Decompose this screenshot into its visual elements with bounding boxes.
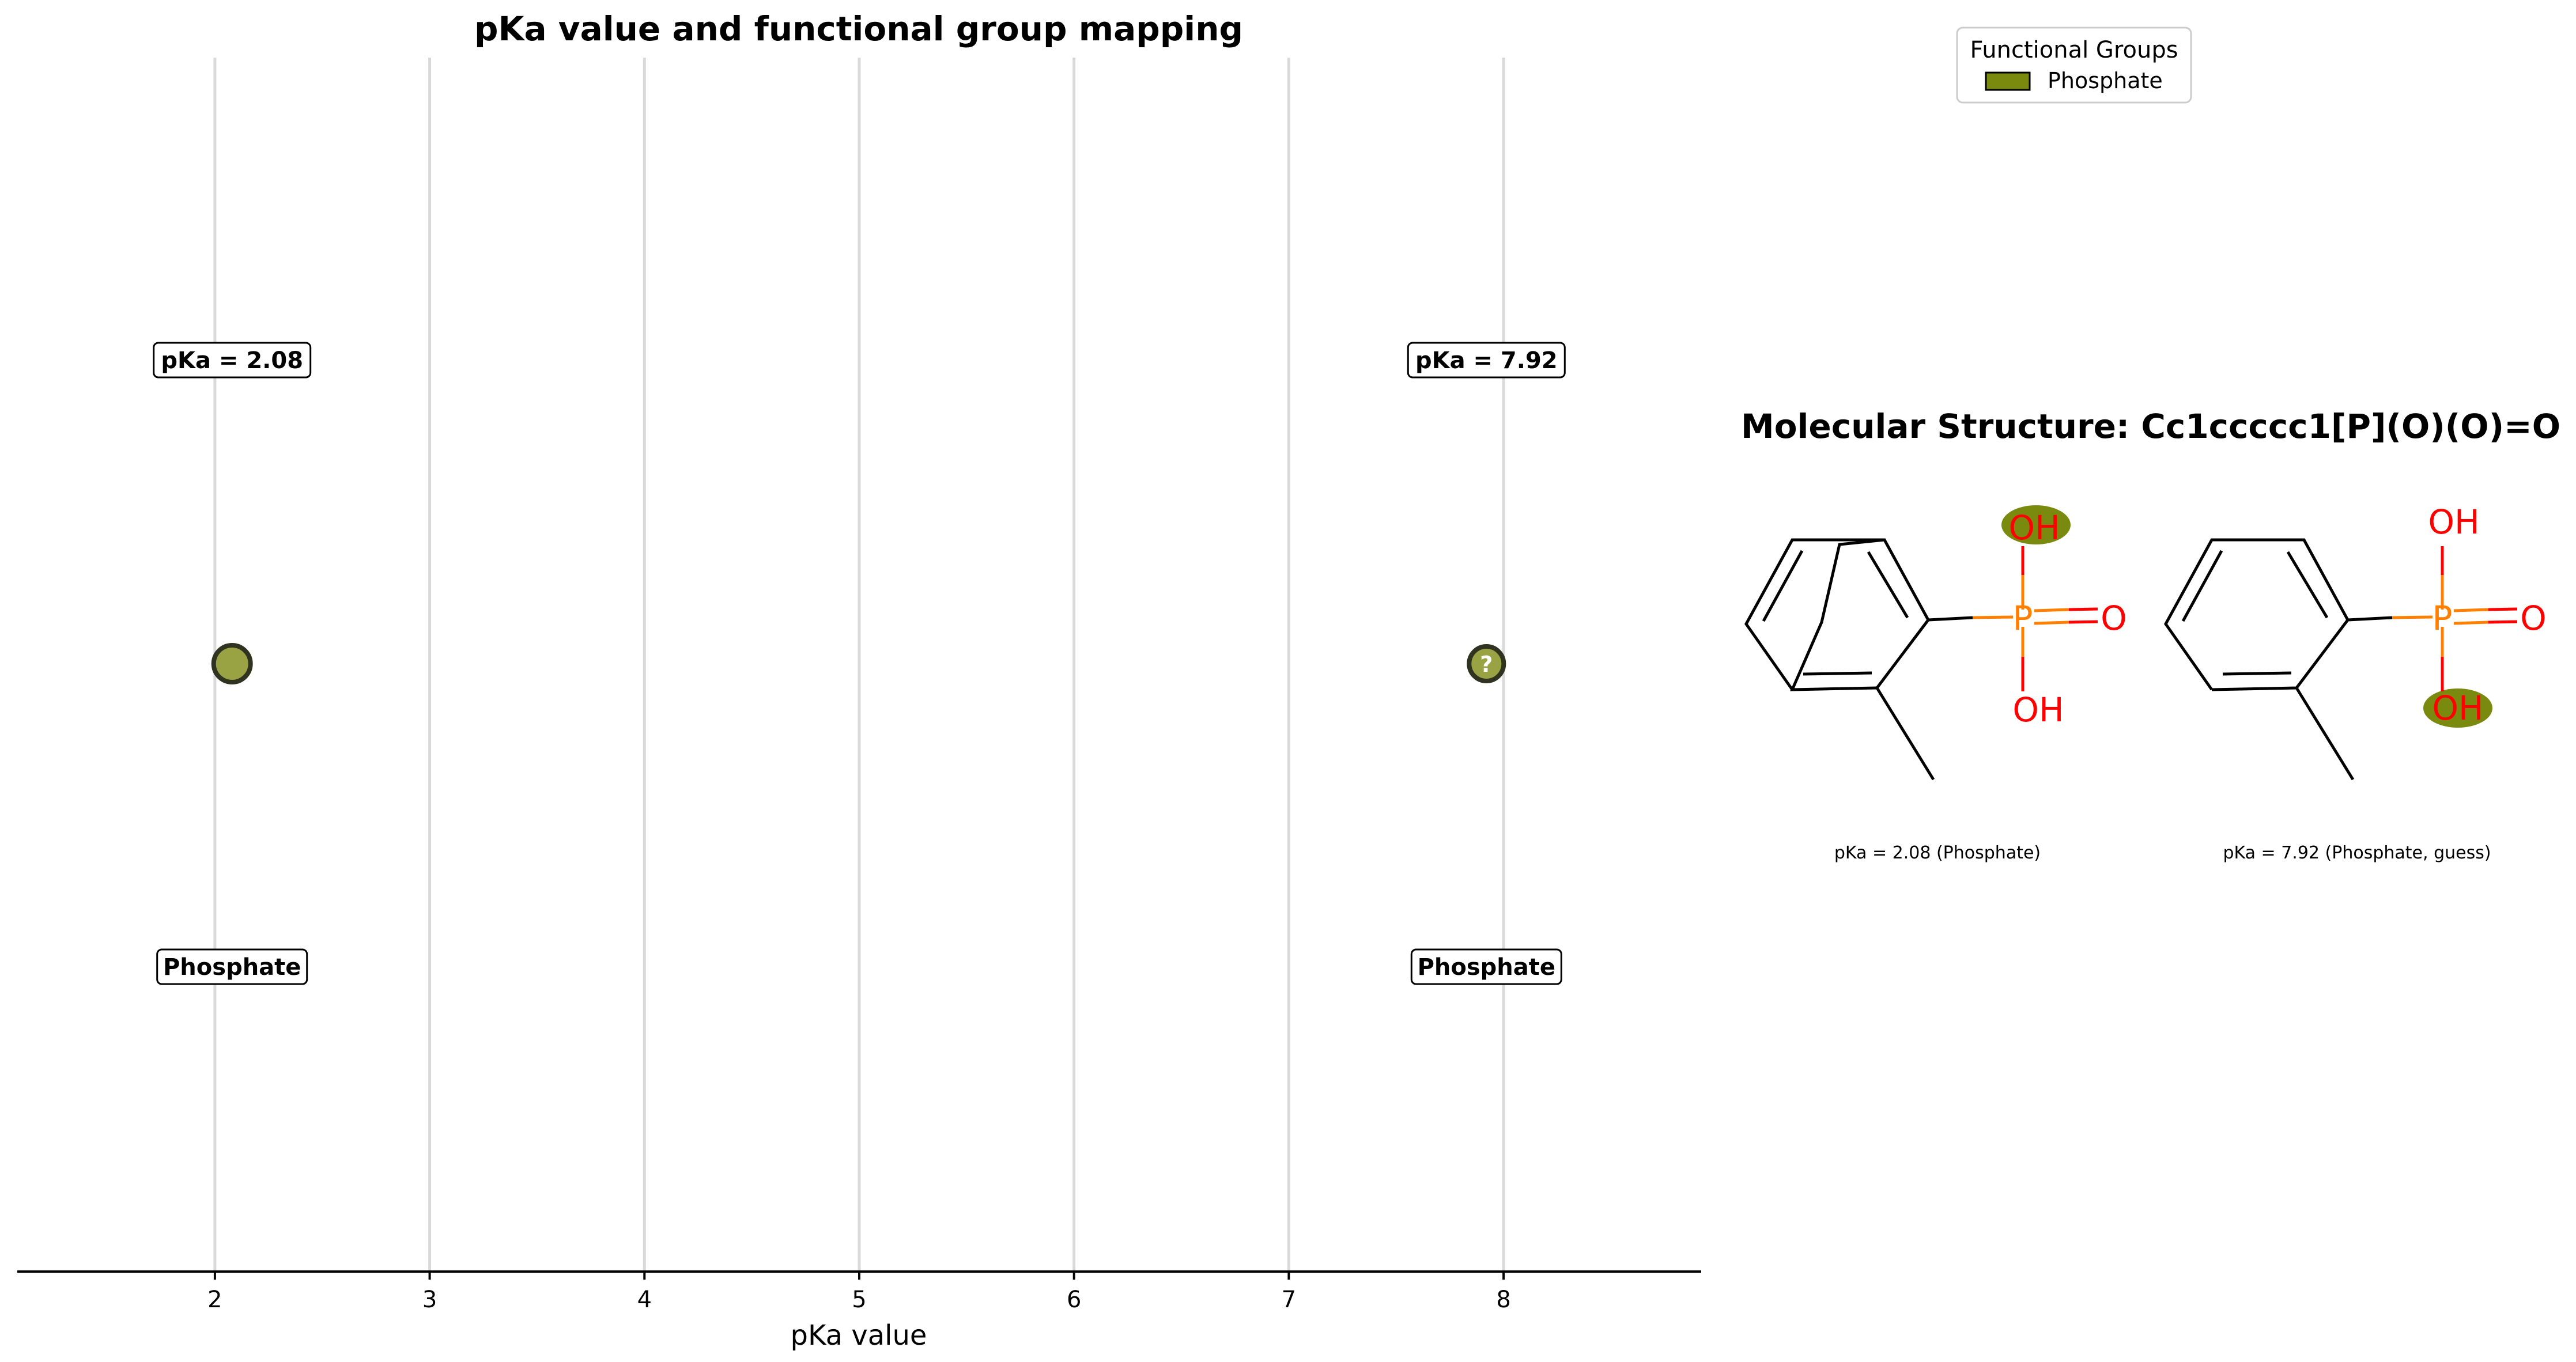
atom-p: P: [2013, 599, 2033, 638]
benzene-ring: [2164, 538, 2393, 781]
legend: Functional Groups Phosphate: [1956, 27, 2192, 104]
atom-o-double: O: [2101, 599, 2127, 638]
x-tick-label-4: 4: [637, 1287, 652, 1313]
atom-oh-bottom: OH: [2432, 688, 2483, 728]
value-label-2: pKa = 7.92: [1415, 347, 1558, 374]
phosphate-bonds: [1972, 546, 2098, 691]
grid-lines: [213, 58, 1505, 1272]
atom-o-double: O: [2520, 599, 2547, 638]
data-point-1: [211, 643, 253, 684]
legend-label-phosphate: Phosphate: [2048, 68, 2163, 93]
x-tick-label-7: 7: [1282, 1287, 1296, 1313]
x-tick-label-5: 5: [852, 1287, 866, 1313]
molecule-title: Molecular Structure: Cc1ccccc1[P](O)(O)=…: [1741, 407, 2560, 446]
phosphate-bonds: [2392, 546, 2518, 691]
molecule-panel: Molecular Structure: Cc1ccccc1[P](O)(O)=…: [1741, 407, 2560, 863]
legend-title: Functional Groups: [1970, 37, 2178, 63]
molecule-caption-2: pKa = 7.92 (Phosphate, guess): [2223, 843, 2491, 863]
chart-title: pKa value and functional group mapping: [474, 9, 1243, 48]
legend-swatch-phosphate: [1985, 71, 2031, 91]
group-label-box-1: [156, 948, 308, 985]
molecule-structure-2: OH P O OH pKa = 7.92 (Phosphate, guess): [2164, 502, 2547, 863]
value-label-1: pKa = 2.08: [161, 347, 303, 374]
atom-p: P: [2433, 599, 2453, 638]
data-points: pKa = 2.08 Phosphate pKa = 7.92? Phosphate: [153, 342, 1566, 985]
x-tick-label-3: 3: [422, 1287, 437, 1313]
group-label-2: Phosphate: [1418, 954, 1555, 981]
molecule-caption-1: pKa = 2.08 (Phosphate): [1834, 843, 2041, 863]
value-label-box-1: [153, 342, 312, 379]
data-point-marker-text-2: ?: [1480, 652, 1493, 677]
group-label-box-2: [1410, 948, 1562, 985]
benzene-ring: [1744, 538, 1973, 781]
highlight-top-oh: [2001, 505, 2071, 544]
atom-oh-top: OH: [2008, 508, 2060, 547]
x-axis-label: pKa value: [791, 1319, 927, 1352]
atom-oh-top: OH: [2428, 502, 2479, 542]
x-tick-label-6: 6: [1067, 1287, 1081, 1313]
data-point-group-1: pKa = 2.08 Phosphate: [153, 342, 312, 985]
highlight-bottom-oh: [2423, 688, 2492, 728]
atom-oh-bottom: OH: [2012, 690, 2064, 729]
x-tick-label-8: 8: [1496, 1287, 1510, 1313]
group-label-1: Phosphate: [163, 954, 301, 981]
pka-chart: pKa value and functional group mapping 2…: [17, 9, 1701, 1352]
x-axis-ticks: 2 3 4 5 6 7 8: [207, 1272, 1511, 1313]
x-tick-label-2: 2: [207, 1287, 222, 1313]
value-label-box-2: [1407, 342, 1566, 379]
data-point-group-2: pKa = 7.92? Phosphate: [1407, 342, 1566, 985]
molecule-structure-1: OH P O OH pKa = 2.08 (Phosphate): [1744, 505, 2127, 863]
data-point-2: [1467, 644, 1506, 683]
